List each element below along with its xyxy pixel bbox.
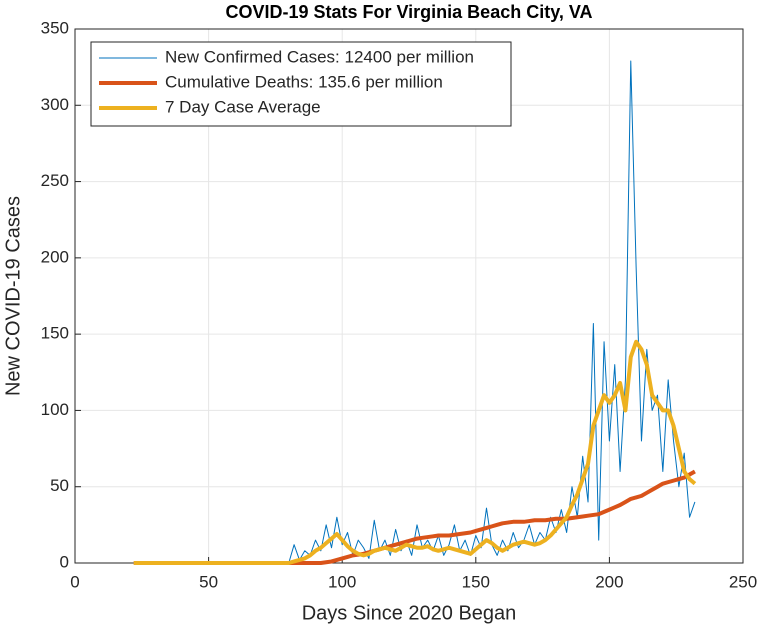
y-tick-label: 300 (41, 95, 69, 114)
data-line (133, 469, 696, 565)
data-line (133, 60, 696, 564)
x-tick-label: 150 (462, 572, 490, 591)
y-tick-label: 250 (41, 171, 69, 190)
y-tick-label: 100 (41, 400, 69, 419)
x-tick-label: 250 (729, 572, 757, 591)
x-tick-label: 200 (595, 572, 623, 591)
legend-label: 7 Day Case Average (165, 97, 321, 116)
y-tick-label: 200 (41, 247, 69, 266)
data-line (133, 339, 697, 565)
legend-label: Cumulative Deaths: 135.6 per million (165, 72, 443, 91)
y-tick-label: 0 (60, 552, 69, 571)
x-tick-label: 100 (328, 572, 356, 591)
legend-label: New Confirmed Cases: 12400 per million (165, 47, 474, 66)
y-tick-label: 150 (41, 324, 69, 343)
y-axis-label: New COVID-19 Cases (2, 196, 24, 396)
y-tick-label: 50 (50, 476, 69, 495)
legend-box (90, 41, 512, 127)
y-tick-label: 350 (41, 18, 69, 37)
plot-frame (74, 28, 744, 564)
chart-title: COVID-19 Stats For Virginia Beach City, … (225, 2, 592, 22)
x-axis-label: Days Since 2020 Began (302, 602, 517, 624)
x-tick-label: 50 (199, 572, 218, 591)
x-tick-label: 0 (70, 572, 79, 591)
